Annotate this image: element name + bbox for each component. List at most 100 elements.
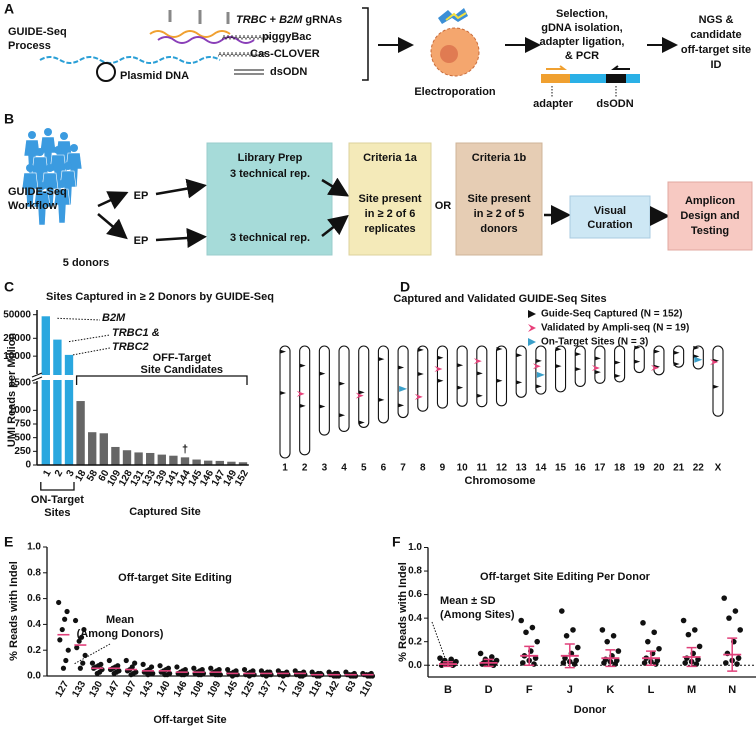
y-tick-label: 500 <box>14 432 31 443</box>
x-tick-label: 107 <box>121 679 139 699</box>
box-text: Site present <box>359 193 422 205</box>
chromosome <box>515 345 527 398</box>
data-point <box>562 655 568 661</box>
site-marker <box>535 358 542 363</box>
bar <box>99 433 108 465</box>
data-point <box>693 661 700 667</box>
chart-title: Off-target Site Editing <box>118 572 232 584</box>
chromosome <box>417 345 429 412</box>
y-tick-label: 0.8 <box>27 567 41 578</box>
bracket <box>362 7 369 81</box>
annotation: Sites <box>44 507 70 519</box>
chromosome <box>673 345 685 368</box>
bar <box>169 455 178 465</box>
legend-label: Validated by Ampli-seq (N = 19) <box>541 323 689 334</box>
x-tick-label: D <box>485 684 493 696</box>
y-tick-label: 0.2 <box>408 636 422 647</box>
bracket <box>40 482 75 491</box>
validated-marker <box>591 365 600 372</box>
x-tick-label: 152 <box>233 468 251 488</box>
data-point <box>132 660 138 666</box>
site-marker <box>516 353 523 358</box>
gene: B2M <box>279 14 303 26</box>
library-box <box>206 142 333 256</box>
plasmid-icon <box>96 62 116 82</box>
person-body <box>21 172 39 208</box>
data-point <box>59 626 65 633</box>
data-point <box>604 638 610 645</box>
amplicon-bar <box>541 65 640 97</box>
data-point <box>128 672 134 678</box>
x-tick-label: 110 <box>358 679 376 699</box>
bar <box>227 461 236 465</box>
data-point <box>529 624 536 631</box>
y-tick-label: 0.0 <box>408 660 422 671</box>
data-point <box>682 660 688 666</box>
data-point <box>82 652 88 658</box>
validated-marker <box>434 365 443 372</box>
x-tick-label: 18 <box>614 463 626 474</box>
data-point <box>531 661 537 667</box>
person-body <box>53 188 71 224</box>
arrow <box>321 214 349 237</box>
x-tick-label: X <box>715 463 722 474</box>
panel-label: E <box>4 534 13 550</box>
chromosome <box>436 345 449 409</box>
data-point <box>477 650 484 657</box>
x-tick-label: 3 <box>65 468 78 479</box>
legend-label: Guide-Seq Captured (N = 152) <box>541 309 682 320</box>
bar <box>134 452 143 465</box>
data-point <box>208 665 214 671</box>
data-point <box>599 627 606 633</box>
x-tick-label: M <box>687 684 696 696</box>
x-tick-label: 63 <box>344 679 359 695</box>
bracket <box>75 375 248 385</box>
poly-a: AAAAAAAAAAAA <box>222 36 270 42</box>
site-marker <box>319 371 326 376</box>
on-target-marker <box>694 356 703 363</box>
panel-label: D <box>400 279 410 295</box>
validated-marker <box>414 393 423 400</box>
plus: + <box>267 14 280 26</box>
workflow-title: GUIDE-Seq <box>8 186 67 198</box>
gene: TRBC <box>236 14 268 26</box>
x-tick-label: 5 <box>361 463 367 474</box>
chromosome <box>633 345 645 374</box>
dsodn-label: dsODN <box>596 98 633 110</box>
x-axis-label: Captured Site <box>129 506 201 518</box>
data-point <box>559 608 565 614</box>
step: adapter ligation, <box>540 36 625 48</box>
person-head <box>36 148 44 156</box>
data-point <box>162 672 168 678</box>
data-point <box>60 665 67 671</box>
bar <box>76 401 85 465</box>
site-marker <box>535 384 542 389</box>
process-title: Process <box>8 40 51 52</box>
x-tick-label: 139 <box>290 679 308 699</box>
data-point <box>685 631 692 638</box>
component: Cas-CLOVER <box>250 48 320 60</box>
x-tick-label: 9 <box>440 463 446 474</box>
site-marker <box>594 356 601 361</box>
chromosome <box>279 345 291 459</box>
site-marker <box>653 349 660 354</box>
site-marker <box>594 370 601 375</box>
site-marker <box>457 363 464 368</box>
site-marker <box>299 403 306 408</box>
y-tick-label: 0.6 <box>408 589 422 600</box>
box-text: Curation <box>587 219 633 231</box>
annotation-line <box>57 317 101 321</box>
data-point <box>263 673 269 679</box>
x-axis-label: Off-target Site <box>153 714 226 726</box>
person-head <box>44 128 52 136</box>
data-point <box>723 660 729 666</box>
site-marker <box>299 363 306 368</box>
site-marker <box>319 404 326 409</box>
data-point <box>570 627 576 633</box>
x-tick-label: 8 <box>420 463 426 474</box>
site-marker <box>516 380 523 385</box>
data-point <box>520 660 526 666</box>
data-point <box>680 617 687 624</box>
data-point <box>571 661 578 667</box>
